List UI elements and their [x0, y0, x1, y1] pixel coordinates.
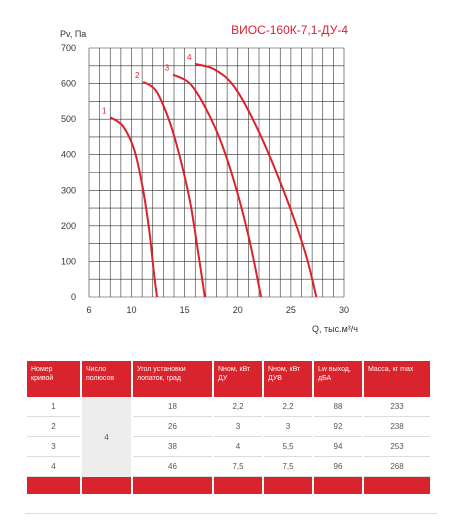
cell-curve: 3 — [27, 437, 80, 457]
x-tick-label: 25 — [286, 305, 296, 315]
cell-poles: 4 — [82, 397, 131, 477]
curve-line-4 — [195, 64, 316, 297]
cell-curve: 4 — [27, 457, 80, 477]
grid-lines — [89, 48, 344, 297]
cell-angle: 38 — [133, 437, 212, 457]
table-row: 1 4 18 2,2 2,2 88 233 — [27, 397, 430, 417]
cell-power-duv: 2,2 — [264, 397, 312, 417]
footer-cell — [314, 477, 362, 494]
table-footer-bar — [27, 477, 430, 494]
cell-sound-level: 88 — [314, 397, 362, 417]
cell-angle: 46 — [133, 457, 212, 477]
x-tick-label: 15 — [180, 305, 190, 315]
header-power-du: Nном, кВт ДУ — [214, 361, 262, 397]
cell-angle: 18 — [133, 397, 212, 417]
footer-cell — [214, 477, 262, 494]
curve-line-1 — [110, 117, 157, 297]
cell-mass: 233 — [364, 397, 430, 417]
x-tick-label: 10 — [126, 305, 136, 315]
header-blade-angle: Угол установки лопаток, град — [133, 361, 212, 397]
cell-power-du: 2,2 — [214, 397, 262, 417]
chart-title: ВИОС-160К-7,1-ДУ-4 — [231, 23, 348, 37]
y-tick-label: 500 — [61, 114, 76, 124]
performance-chart: ВИОС-160К-7,1-ДУ-4 Pv, Па Q, тыс.м³/ч 0 1… — [0, 0, 453, 350]
bottom-divider — [25, 513, 437, 514]
y-tick-label: 100 — [61, 256, 76, 266]
curve-label-3: 3 — [165, 64, 170, 73]
header-power-duv: Nном, кВт ДУВ — [264, 361, 312, 397]
header-poles: Число полюсов — [82, 361, 131, 397]
cell-mass: 253 — [364, 437, 430, 457]
cell-power-duv: 5,5 — [264, 437, 312, 457]
spec-table: Номер кривой Число полюсов Угол установк… — [25, 361, 432, 494]
y-tick-label: 400 — [61, 150, 76, 160]
cell-power-duv: 7,5 — [264, 457, 312, 477]
cell-angle: 26 — [133, 417, 212, 437]
cell-power-du: 7,5 — [214, 457, 262, 477]
cell-power-duv: 3 — [264, 417, 312, 437]
cell-power-du: 3 — [214, 417, 262, 437]
footer-cell — [27, 477, 80, 494]
y-tick-label: 0 — [71, 292, 76, 302]
cell-sound-level: 96 — [314, 457, 362, 477]
cell-curve: 2 — [27, 417, 80, 437]
cell-sound-level: 94 — [314, 437, 362, 457]
cell-mass: 268 — [364, 457, 430, 477]
table-header-row: Номер кривой Число полюсов Угол установк… — [27, 361, 430, 397]
fan-curves: 1 2 3 4 — [102, 53, 316, 297]
footer-cell — [264, 477, 312, 494]
header-sound-level: Lw выход, дБА — [314, 361, 362, 397]
cell-curve: 1 — [27, 397, 80, 417]
header-curve-number: Номер кривой — [27, 361, 80, 397]
x-tick-label: 6 — [86, 305, 91, 315]
footer-cell — [82, 477, 131, 494]
y-tick-label: 300 — [61, 185, 76, 195]
x-axis-label: Q, тыс.м³/ч — [312, 324, 358, 334]
cell-sound-level: 92 — [314, 417, 362, 437]
y-tick-label: 700 — [61, 43, 76, 53]
cell-mass: 238 — [364, 417, 430, 437]
y-axis-label: Pv, Па — [60, 29, 86, 39]
footer-cell — [364, 477, 430, 494]
x-tick-label: 30 — [339, 305, 349, 315]
curve-label-1: 1 — [102, 106, 107, 115]
x-tick-label: 20 — [233, 305, 243, 315]
footer-cell — [133, 477, 212, 494]
curve-label-4: 4 — [187, 53, 192, 62]
cell-power-du: 4 — [214, 437, 262, 457]
curve-label-2: 2 — [135, 71, 140, 80]
header-mass: Масса, кг max — [364, 361, 430, 397]
y-tick-label: 600 — [61, 79, 76, 89]
y-tick-label: 200 — [61, 221, 76, 231]
